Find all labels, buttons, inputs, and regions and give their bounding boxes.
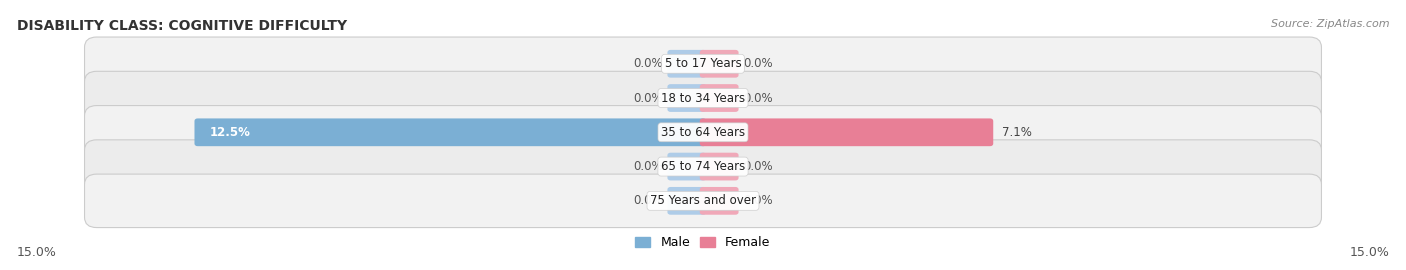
Text: 0.0%: 0.0% — [633, 92, 662, 104]
FancyBboxPatch shape — [84, 106, 1322, 159]
Text: DISABILITY CLASS: COGNITIVE DIFFICULTY: DISABILITY CLASS: COGNITIVE DIFFICULTY — [17, 19, 347, 33]
Text: 15.0%: 15.0% — [1350, 246, 1389, 259]
FancyBboxPatch shape — [668, 187, 706, 215]
FancyBboxPatch shape — [668, 84, 706, 112]
Text: 35 to 64 Years: 35 to 64 Years — [661, 126, 745, 139]
FancyBboxPatch shape — [668, 153, 706, 180]
FancyBboxPatch shape — [700, 84, 738, 112]
FancyBboxPatch shape — [84, 140, 1322, 193]
Text: 0.0%: 0.0% — [633, 160, 662, 173]
FancyBboxPatch shape — [84, 174, 1322, 228]
Text: 0.0%: 0.0% — [744, 160, 773, 173]
Legend: Male, Female: Male, Female — [630, 231, 776, 254]
Text: 0.0%: 0.0% — [744, 57, 773, 70]
Text: 5 to 17 Years: 5 to 17 Years — [665, 57, 741, 70]
FancyBboxPatch shape — [194, 119, 706, 146]
FancyBboxPatch shape — [84, 71, 1322, 125]
FancyBboxPatch shape — [700, 50, 738, 78]
Text: 0.0%: 0.0% — [744, 92, 773, 104]
FancyBboxPatch shape — [84, 37, 1322, 90]
Text: 12.5%: 12.5% — [209, 126, 250, 139]
Text: 18 to 34 Years: 18 to 34 Years — [661, 92, 745, 104]
Text: Source: ZipAtlas.com: Source: ZipAtlas.com — [1271, 19, 1389, 29]
FancyBboxPatch shape — [668, 50, 706, 78]
Text: 15.0%: 15.0% — [17, 246, 56, 259]
FancyBboxPatch shape — [700, 153, 738, 180]
Text: 7.1%: 7.1% — [1002, 126, 1032, 139]
FancyBboxPatch shape — [700, 119, 993, 146]
FancyBboxPatch shape — [700, 187, 738, 215]
Text: 0.0%: 0.0% — [633, 57, 662, 70]
Text: 75 Years and over: 75 Years and over — [650, 194, 756, 207]
Text: 65 to 74 Years: 65 to 74 Years — [661, 160, 745, 173]
Text: 0.0%: 0.0% — [633, 194, 662, 207]
Text: 0.0%: 0.0% — [744, 194, 773, 207]
